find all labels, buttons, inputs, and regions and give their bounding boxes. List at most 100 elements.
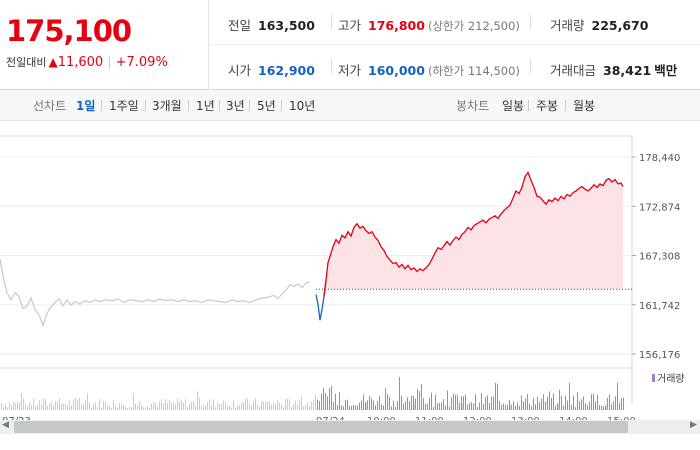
volume-bar (255, 398, 256, 410)
period-tab-3y[interactable]: 3년 (226, 99, 245, 113)
volume-bar (329, 388, 330, 410)
volume-bar (165, 399, 166, 410)
volume-bar (43, 398, 44, 410)
volume-bar (515, 405, 516, 410)
volume-bar (325, 393, 326, 410)
y-tick-label: 161,742 (639, 301, 680, 312)
volume-bar (343, 406, 344, 410)
volume-bar (281, 404, 282, 410)
scroll-right-icon[interactable]: ▶ (690, 420, 697, 430)
volume-bar (177, 398, 178, 410)
volume-bar (519, 405, 520, 410)
y-tick-labels: 178,440 172,874 167,308 161,742 156,176 (639, 153, 680, 361)
volume-bar (253, 400, 254, 410)
volume-bar (233, 400, 234, 410)
volume-bar (45, 399, 46, 410)
candle-tab-weekly[interactable]: 주봉 (536, 99, 559, 113)
volume-bar (89, 402, 90, 410)
volume-bar (595, 401, 596, 410)
volume-bar (565, 395, 566, 410)
chart-scrollbar-thumb[interactable] (14, 421, 628, 433)
volume-bar (423, 398, 424, 410)
period-tab-5y[interactable]: 5년 (257, 99, 276, 113)
volume-bar (47, 405, 48, 410)
volume-bar (3, 406, 4, 410)
volume-bar (65, 403, 66, 410)
volume-bar (239, 405, 240, 410)
volume-bar (301, 396, 302, 410)
divider (331, 59, 332, 74)
volume-bar (333, 401, 334, 410)
volume-bar (17, 401, 18, 410)
volume-bar (69, 400, 70, 410)
volume-bar (127, 407, 128, 410)
volume-bar (81, 404, 82, 410)
volume-bar (455, 394, 456, 410)
volume-bar (611, 404, 612, 410)
volume-bar (121, 404, 122, 410)
volume-bar (523, 401, 524, 410)
volume-bar (15, 403, 16, 410)
period-tab-1d[interactable]: 1일 (76, 99, 96, 113)
volume-bar (169, 400, 170, 410)
y-grid (0, 156, 636, 355)
volume-bar (349, 405, 350, 410)
open-price: 시가 162,900 (228, 63, 315, 78)
volume-bar (585, 402, 586, 410)
volume-bar (267, 400, 268, 410)
volume-bar (351, 405, 352, 410)
volume-bar (371, 398, 372, 410)
volume-bar (141, 405, 142, 410)
prev-day-line (0, 258, 311, 328)
volume-bar (359, 402, 360, 410)
volume-bar (125, 406, 126, 410)
volume-bar (49, 403, 50, 410)
volume-bar (145, 407, 146, 410)
volume-bar (547, 396, 548, 410)
volume-bar (303, 406, 304, 410)
volume-bar (437, 403, 438, 410)
volume-bar (347, 399, 348, 410)
volume-bar (315, 394, 316, 410)
volume-bar (295, 400, 296, 410)
volume-bar (199, 397, 200, 410)
line-chart-label: 선차트 (33, 99, 67, 113)
volume-bar (561, 395, 562, 410)
volume-bar (621, 398, 622, 410)
volume-bar (623, 397, 624, 410)
volume-bar (39, 400, 40, 410)
volume-bar (597, 394, 598, 410)
volume-bar (375, 405, 376, 410)
volume-bar (35, 405, 36, 410)
volume-bar (539, 402, 540, 410)
volume-bar (97, 406, 98, 410)
stats-panel: 전일 163,500 고가 176,800 (상한가 212,500) 거래량 225,… (208, 0, 700, 89)
period-tab-1w[interactable]: 1주일 (109, 99, 139, 113)
scroll-left-icon[interactable]: ◀ (2, 420, 9, 430)
change-separator: | (107, 55, 112, 70)
volume-bar (441, 402, 442, 410)
volume-bar (277, 400, 278, 410)
volume-bar (457, 394, 458, 410)
volume-bar (331, 385, 332, 410)
volume-bar (249, 403, 250, 410)
volume-bar (191, 401, 192, 410)
volume-bar (181, 400, 182, 410)
candle-tab-daily[interactable]: 일봉 (502, 99, 525, 113)
volume-bar (215, 407, 216, 410)
volume-bar (23, 398, 24, 410)
volume-legend-swatch (652, 374, 655, 382)
volume-bar (291, 407, 292, 410)
volume-bar (87, 393, 88, 410)
volume-bar (197, 391, 198, 410)
volume-bar (357, 405, 358, 410)
period-tab-3m[interactable]: 3개월 (152, 99, 182, 113)
volume-bar (609, 394, 610, 410)
candle-tab-monthly[interactable]: 월봉 (573, 99, 596, 113)
period-tab-1y[interactable]: 1년 (196, 99, 215, 113)
volume-bar (475, 394, 476, 410)
volume-bar (619, 403, 620, 410)
period-tab-10y[interactable]: 10년 (289, 99, 316, 113)
volume-bar (563, 405, 564, 410)
volume-bar (159, 401, 160, 410)
